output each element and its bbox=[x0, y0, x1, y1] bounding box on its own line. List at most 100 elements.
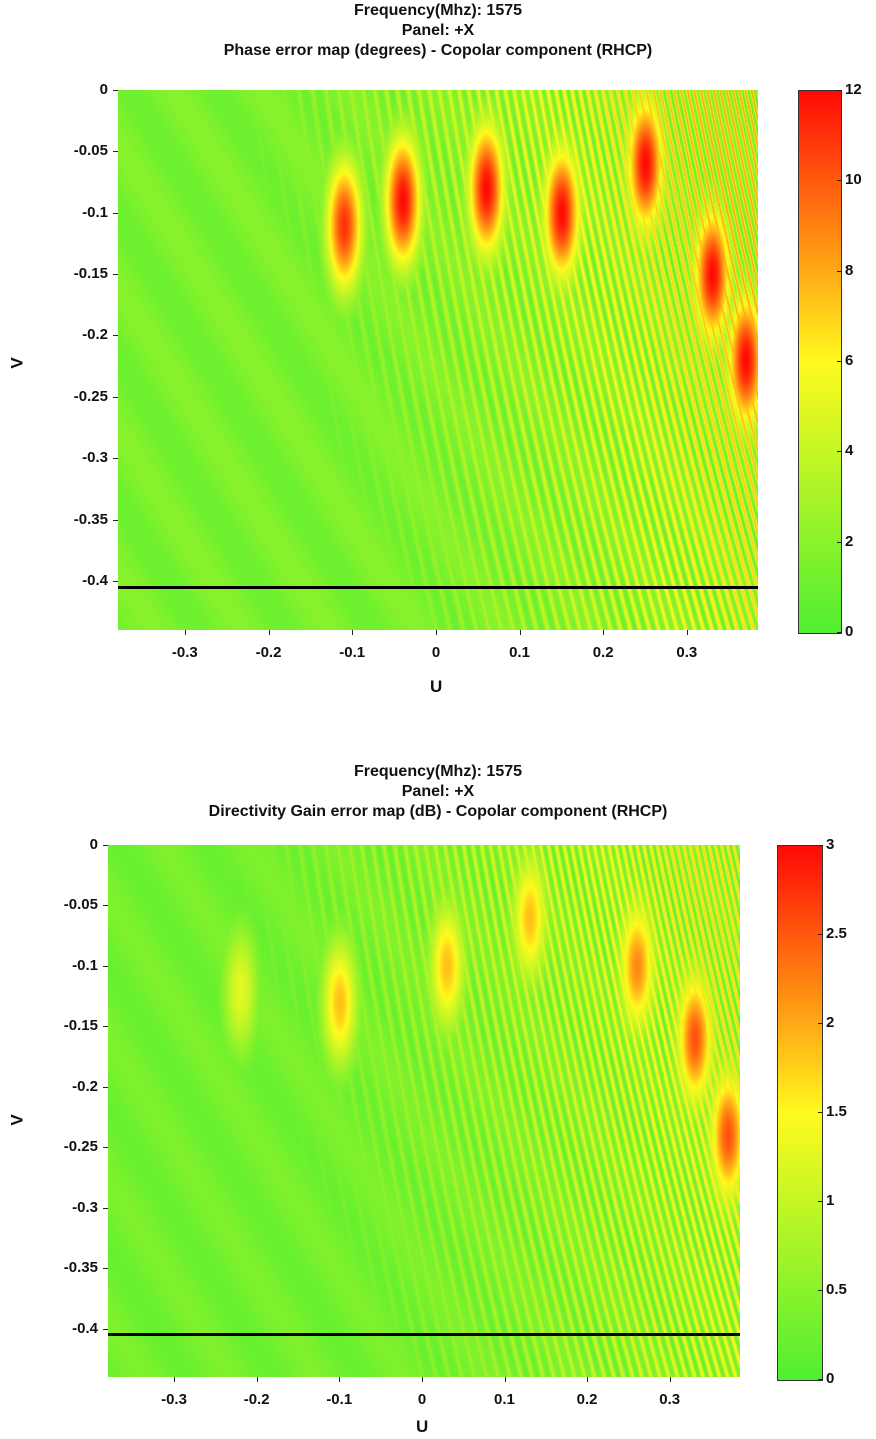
x-tick-mark bbox=[421, 1377, 423, 1382]
x-axis-label: U bbox=[416, 1417, 429, 1436]
colorbar-tick-label: 2 bbox=[826, 1014, 835, 1031]
y-tick-label: -0.4 bbox=[82, 571, 108, 589]
x-tick-mark bbox=[669, 1377, 671, 1382]
y-axis-label: V bbox=[7, 1114, 27, 1126]
x-tick-label: 0.1 bbox=[509, 644, 530, 661]
gain-error-chart: Frequency(Mhz): 1575 Panel: +X Directivi… bbox=[0, 755, 876, 1439]
y-tick-mark bbox=[103, 905, 108, 907]
y-tick-mark bbox=[113, 90, 118, 91]
y-tick-label: -0.25 bbox=[63, 1138, 98, 1156]
chart-title-map: Directivity Gain error map (dB) - Copola… bbox=[208, 803, 668, 820]
colorbar-tick-label: 0 bbox=[826, 1370, 835, 1387]
y-tick-mark bbox=[103, 1026, 108, 1028]
colorbar-gradient bbox=[799, 91, 841, 633]
x-tick-mark bbox=[519, 630, 521, 635]
heatmap-plot-area bbox=[118, 90, 758, 630]
y-tick-label: -0.2 bbox=[72, 1077, 98, 1095]
y-tick-mark bbox=[113, 151, 118, 153]
colorbar-tick-mark bbox=[837, 361, 842, 362]
colorbar bbox=[777, 845, 823, 1381]
y-axis-label: V bbox=[7, 357, 27, 369]
x-tick-label: 0 bbox=[417, 1391, 427, 1408]
x-tick-label: 0.3 bbox=[676, 644, 698, 661]
y-tick-mark bbox=[103, 1207, 108, 1209]
x-tick-label: -0.2 bbox=[243, 1391, 270, 1408]
x-tick-mark bbox=[603, 630, 605, 635]
colorbar-tick-mark bbox=[818, 1201, 823, 1202]
colorbar-tick-mark bbox=[818, 1379, 823, 1380]
colorbar bbox=[798, 90, 842, 634]
x-tick-label: -0.1 bbox=[339, 644, 366, 661]
y-tick-mark bbox=[113, 396, 118, 398]
y-tick-label: -0.25 bbox=[73, 387, 108, 405]
colorbar-tick-mark bbox=[818, 934, 823, 935]
y-tick-mark bbox=[103, 845, 108, 846]
x-tick-mark bbox=[504, 1377, 506, 1382]
chart-title-map: Phase error map (degrees) - Copolar comp… bbox=[223, 42, 653, 59]
y-tick-label: 0 bbox=[89, 836, 98, 853]
x-tick-mark bbox=[686, 630, 688, 635]
y-tick-label: -0.1 bbox=[72, 956, 98, 974]
x-tick-label: 0 bbox=[431, 644, 441, 661]
x-tick-mark bbox=[339, 1377, 341, 1382]
heatmap-plot-area bbox=[108, 845, 740, 1377]
phase-error-chart: Frequency(Mhz): 1575 Panel: +X Phase err… bbox=[0, 0, 876, 700]
colorbar-tick-label: 6 bbox=[845, 352, 854, 369]
y-tick-label: -0.1 bbox=[82, 203, 108, 221]
colorbar-tick-label: 4 bbox=[845, 442, 854, 460]
y-tick-label: -0.15 bbox=[73, 265, 108, 283]
colorbar-tick-mark bbox=[837, 632, 842, 633]
colorbar-tick-label: 12 bbox=[845, 81, 862, 98]
y-tick-label: -0.35 bbox=[73, 510, 108, 528]
colorbar-tick-mark bbox=[837, 451, 842, 453]
colorbar-tick-mark bbox=[818, 845, 823, 846]
colorbar-tick-mark bbox=[837, 270, 842, 272]
y-tick-mark bbox=[103, 1268, 108, 1270]
x-tick-mark bbox=[256, 1377, 258, 1382]
x-tick-label: 0.3 bbox=[659, 1391, 681, 1408]
colorbar-tick-label: 1 bbox=[826, 1192, 835, 1209]
y-tick-mark bbox=[113, 212, 118, 214]
y-tick-mark bbox=[103, 1328, 108, 1330]
y-tick-label: -0.15 bbox=[63, 1017, 98, 1035]
colorbar-tick-label: 3 bbox=[826, 836, 835, 853]
y-tick-label: -0.3 bbox=[72, 1198, 98, 1216]
colorbar-tick-label: 8 bbox=[845, 261, 854, 279]
chart-title-panel: Panel: +X bbox=[401, 783, 475, 800]
reference-line bbox=[108, 1333, 740, 1337]
colorbar-tick-mark bbox=[818, 1023, 823, 1024]
colorbar-tick-label: 2 bbox=[845, 532, 854, 550]
colorbar-tick-label: 0 bbox=[845, 623, 854, 640]
x-tick-label: 0.1 bbox=[494, 1391, 515, 1408]
colorbar-tick-label: 1.5 bbox=[826, 1103, 847, 1120]
colorbar-tick-mark bbox=[837, 541, 842, 543]
y-tick-label: -0.3 bbox=[82, 449, 108, 467]
colorbar-gradient bbox=[778, 846, 822, 1380]
colorbar-tick-label: 10 bbox=[845, 171, 862, 189]
x-tick-label: 0.2 bbox=[592, 644, 614, 661]
heatmap-canvas bbox=[108, 845, 740, 1377]
x-tick-mark bbox=[352, 630, 354, 635]
y-tick-label: -0.35 bbox=[63, 1259, 98, 1277]
y-tick-mark bbox=[113, 335, 118, 337]
y-tick-label: 0 bbox=[99, 81, 108, 98]
heatmap-canvas bbox=[118, 90, 758, 630]
chart-title-frequency: Frequency(Mhz): 1575 bbox=[353, 2, 523, 19]
x-tick-label: -0.3 bbox=[161, 1391, 187, 1408]
y-tick-mark bbox=[103, 965, 108, 967]
y-tick-mark bbox=[113, 458, 118, 460]
colorbar-tick-label: 0.5 bbox=[826, 1281, 847, 1298]
x-tick-label: 0.2 bbox=[576, 1391, 598, 1408]
y-tick-label: -0.2 bbox=[82, 326, 108, 344]
x-tick-mark bbox=[268, 630, 270, 635]
y-tick-label: -0.4 bbox=[72, 1319, 98, 1337]
colorbar-tick-mark bbox=[818, 1112, 823, 1113]
y-tick-mark bbox=[103, 1147, 108, 1149]
x-tick-label: -0.3 bbox=[171, 644, 198, 661]
x-tick-mark bbox=[587, 1377, 589, 1382]
y-tick-mark bbox=[113, 274, 118, 276]
y-tick-label: -0.05 bbox=[73, 142, 108, 160]
x-axis-label: U bbox=[430, 677, 443, 696]
x-tick-label: -0.2 bbox=[255, 644, 282, 661]
colorbar-tick-mark bbox=[837, 180, 842, 182]
